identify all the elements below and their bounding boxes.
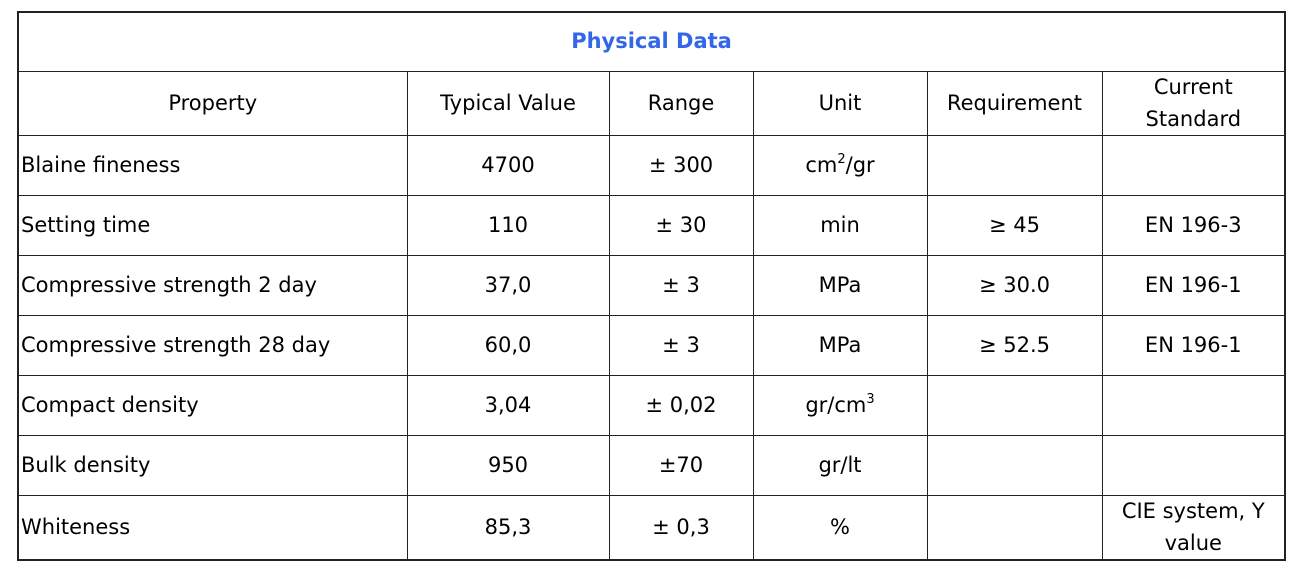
cell: cm2/gr <box>752 135 928 196</box>
cell: ± 3 <box>608 255 754 316</box>
cell: 60,0 <box>406 315 610 376</box>
header-cell: Property <box>17 71 408 136</box>
cell: EN 196-1 <box>1101 315 1286 376</box>
cell: % <box>752 495 928 561</box>
cell: gr/cm3 <box>752 375 928 436</box>
table-row: Compressive strength 2 day 37,0 ± 3 MPa ≥ 30… <box>17 255 1286 316</box>
cell: 3,04 <box>406 375 610 436</box>
header-cell: Range <box>608 71 754 136</box>
cell: 4700 <box>406 135 610 196</box>
cell: MPa <box>752 315 928 376</box>
text: /gr <box>845 152 875 177</box>
table-body: Blaine fineness 4700 ± 300 cm2/gr Setting ti… <box>17 135 1286 561</box>
text: gr/cm <box>805 392 867 417</box>
empty-cell <box>1101 435 1286 496</box>
cell: ± 300 <box>608 135 754 196</box>
cell: ± 0,02 <box>608 375 754 436</box>
cell: Bulk density <box>17 435 408 496</box>
empty-cell <box>926 495 1103 561</box>
table-row: Bulk density 950 ±70 gr/lt <box>17 435 1286 496</box>
cell: 37,0 <box>406 255 610 316</box>
table-row: Blaine fineness 4700 ± 300 cm2/gr <box>17 135 1286 196</box>
cell: ≥ 30.0 <box>926 255 1103 316</box>
cell: gr/lt <box>752 435 928 496</box>
table-row: Compressive strength 28 day 60,0 ± 3 MPa ≥ 5… <box>17 315 1286 376</box>
superscript: 2 <box>837 151 846 167</box>
text: cm <box>805 152 838 177</box>
empty-cell <box>926 435 1103 496</box>
header-row: Property Typical Value Range Unit Requiremen… <box>17 71 1286 136</box>
cell: ≥ 52.5 <box>926 315 1103 376</box>
superscript: 3 <box>866 391 875 407</box>
cell: EN 196-3 <box>1101 195 1286 256</box>
cell: ± 0,3 <box>608 495 754 561</box>
header-cell: Current Standard <box>1101 71 1286 136</box>
empty-cell <box>1101 375 1286 436</box>
header-cell: Unit <box>752 71 928 136</box>
cell: Blaine fineness <box>17 135 408 196</box>
cell: min <box>752 195 928 256</box>
empty-cell <box>1101 135 1286 196</box>
cell: Compact density <box>17 375 408 436</box>
table-row: Setting time 110 ± 30 min ≥ 45 EN 196-3 <box>17 195 1286 256</box>
cell: Compressive strength 28 day <box>17 315 408 376</box>
empty-cell <box>926 375 1103 436</box>
cell: Setting time <box>17 195 408 256</box>
cell: ±70 <box>608 435 754 496</box>
cell: 110 <box>406 195 610 256</box>
cell: ± 3 <box>608 315 754 376</box>
cell: MPa <box>752 255 928 316</box>
cell: ≥ 45 <box>926 195 1103 256</box>
physical-data-table: Physical Data Property Typical Value Range… <box>17 11 1287 561</box>
table-row: Compact density 3,04 ± 0,02 gr/cm3 <box>17 375 1286 436</box>
cell: 950 <box>406 435 610 496</box>
cell: 85,3 <box>406 495 610 561</box>
empty-cell <box>926 135 1103 196</box>
table-title: Physical Data <box>17 11 1286 72</box>
header-cell: Requirement <box>926 71 1103 136</box>
cell: CIE system, Y value <box>1101 495 1286 561</box>
cell: Whiteness <box>17 495 408 561</box>
cell: ± 30 <box>608 195 754 256</box>
cell: Compressive strength 2 day <box>17 255 408 316</box>
cell: EN 196-1 <box>1101 255 1286 316</box>
header-cell: Typical Value <box>406 71 610 136</box>
table-row: Whiteness 85,3 ± 0,3% CIE system, Y value <box>17 495 1286 561</box>
